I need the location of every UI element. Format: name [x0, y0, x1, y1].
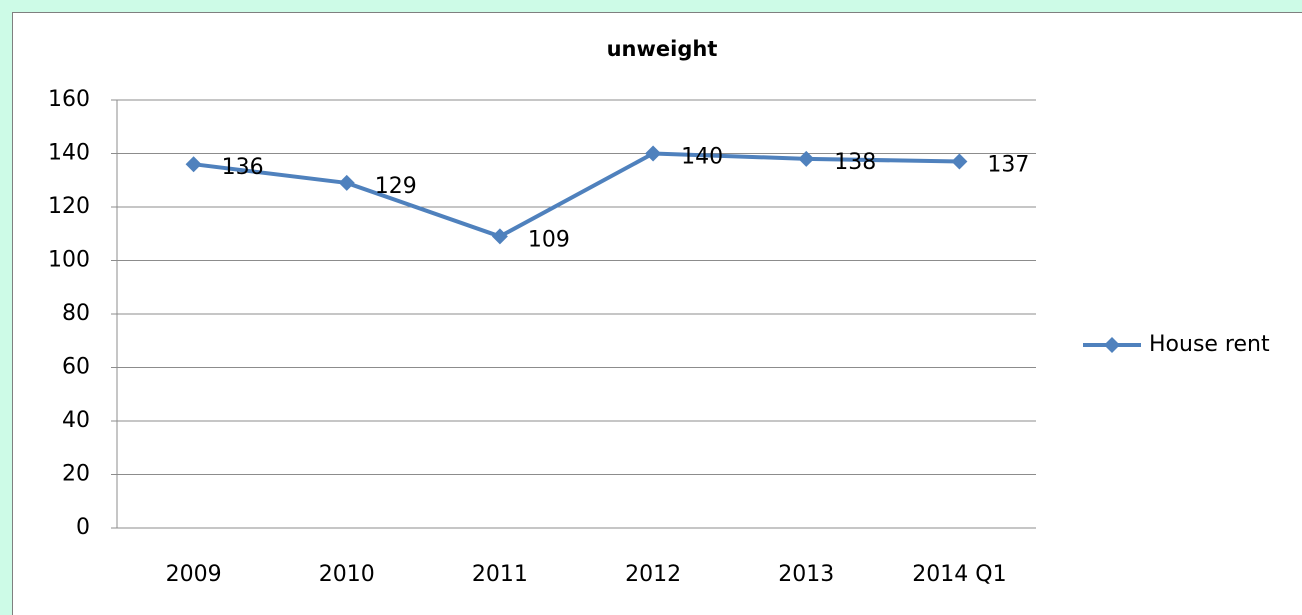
data-point [951, 153, 968, 170]
data-point [798, 150, 815, 167]
data-point [491, 228, 508, 245]
x-tick-label: 2014 Q1 [912, 562, 1006, 587]
data-label: 136 [222, 155, 264, 180]
data-point [645, 145, 662, 162]
y-tick-label: 100 [48, 248, 90, 273]
y-tick-label: 20 [62, 462, 90, 487]
data-label: 109 [528, 227, 570, 252]
data-label: 137 [987, 153, 1029, 178]
y-tick-label: 80 [62, 301, 90, 326]
x-tick-label: 2012 [625, 562, 681, 587]
x-tick-label: 2011 [472, 562, 528, 587]
data-point [185, 156, 202, 173]
x-tick-label: 2013 [778, 562, 834, 587]
x-tick-label: 2009 [166, 562, 222, 587]
y-tick-label: 140 [48, 141, 90, 166]
data-label: 140 [681, 145, 723, 170]
y-tick-label: 160 [48, 87, 90, 112]
data-label: 129 [375, 174, 417, 199]
x-tick-label: 2010 [319, 562, 375, 587]
y-tick-label: 120 [48, 194, 90, 219]
y-tick-label: 0 [76, 515, 90, 540]
legend-label: House rent [1149, 332, 1270, 357]
y-tick-label: 60 [62, 355, 90, 380]
series-line [193, 151, 960, 239]
data-label: 138 [834, 150, 876, 175]
data-point [338, 174, 355, 191]
legend-marker [1104, 337, 1120, 353]
y-tick-label: 40 [62, 408, 90, 433]
chart-title: unweight [607, 37, 718, 61]
